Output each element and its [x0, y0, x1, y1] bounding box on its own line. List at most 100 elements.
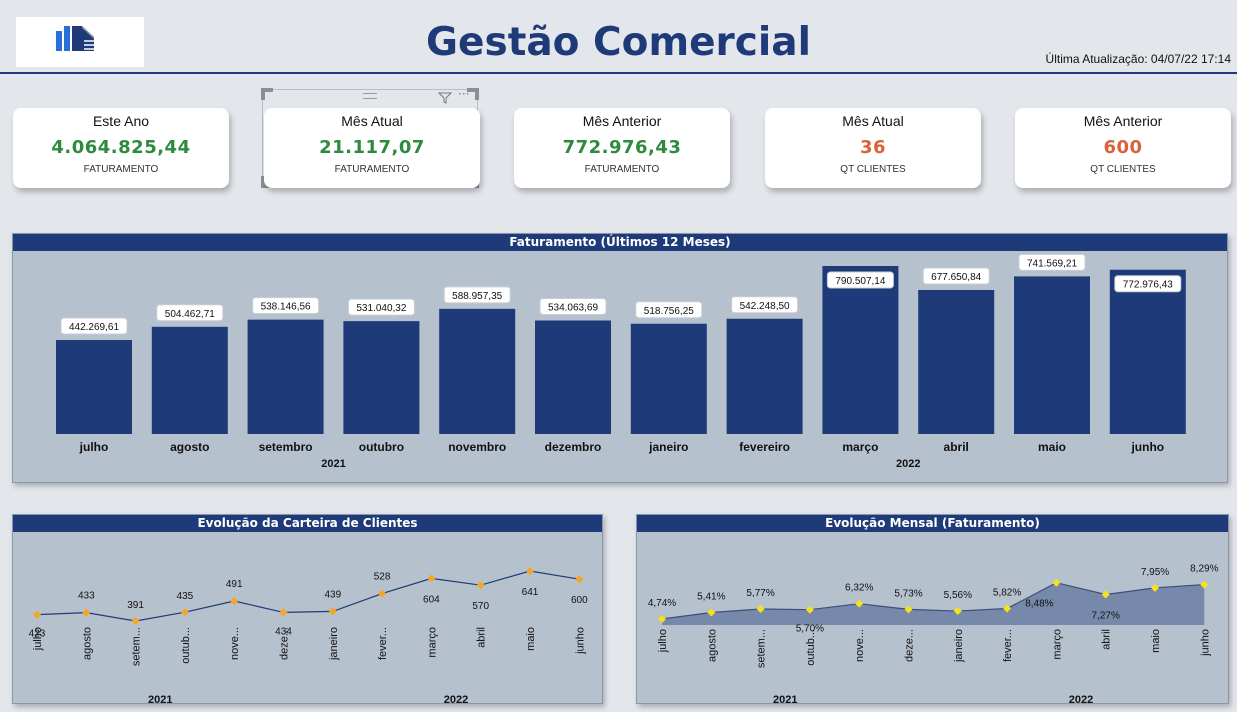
bar-agosto	[151, 326, 228, 434]
page-title: Gestão Comercial	[426, 20, 811, 65]
data-label-box	[539, 297, 607, 315]
kpi-card-revenue-year[interactable]: Este Ano 4.064.825,44 FATURAMENTO	[13, 108, 229, 188]
chart-title: Evolução Mensal (Faturamento)	[637, 515, 1228, 532]
kpi-card-revenue-previous-month[interactable]: Mês Anterior 772.976,43 FATURAMENTO	[514, 108, 730, 188]
x-tick-label: dezembro	[545, 440, 602, 454]
data-point-maio	[1151, 583, 1159, 592]
data-label: 5,77%	[746, 588, 774, 599]
area-fill	[662, 582, 1205, 625]
clients-line-chart-panel[interactable]: Evolução da Carteira de Clientes 423 julh…	[12, 514, 603, 704]
kpi-value: 600	[1103, 137, 1143, 158]
kpi-card-revenue-current-month[interactable]: Mês Atual 21.117,07 FATURAMENTO	[264, 108, 480, 188]
x-tick-label: agosto	[81, 627, 93, 660]
bar-março	[822, 266, 899, 434]
data-point-deze...	[904, 605, 913, 614]
data-label: 8,48%	[1025, 599, 1053, 610]
more-options-icon[interactable]: ···	[458, 87, 470, 101]
data-label: 5,73%	[894, 588, 922, 599]
data-label-box	[60, 317, 128, 335]
chart-title: Faturamento (Últimos 12 Meses)	[13, 234, 1227, 251]
x-tick-label: junho	[1130, 440, 1164, 454]
kpi-label: Mês Anterior	[582, 113, 662, 129]
monthly-evolution-area-chart: 4,74% julho 5,41% agosto 5,77% setem... 5,70%o…	[648, 564, 1219, 703]
kpi-sublabel: QT CLIENTES	[840, 164, 906, 175]
data-point-abril	[476, 581, 485, 590]
data-label: 741.569,21	[1027, 258, 1077, 269]
data-label: 518.756,25	[644, 306, 694, 317]
bar-outubro	[343, 321, 420, 434]
revenue-bar-chart: 442.269,61 julho 504.462,71 agosto 538.146,5…	[56, 253, 1186, 470]
data-label-box	[826, 271, 894, 289]
data-point-abril	[1101, 590, 1110, 599]
x-tick-label: outub...	[805, 629, 817, 666]
x-tick-label: agosto	[706, 629, 718, 662]
data-label: 433	[78, 591, 95, 602]
kpi-label: Este Ano	[92, 113, 150, 129]
x-tick-label: julho	[657, 629, 669, 653]
data-point-março	[1052, 578, 1061, 587]
x-tick-label: deze...	[904, 629, 916, 662]
data-label-box	[922, 267, 990, 285]
x-tick-label: novembro	[448, 440, 506, 454]
year-group-label: 2022	[896, 458, 920, 470]
x-tick-label: janeiro	[648, 440, 688, 454]
data-label: 641	[522, 587, 539, 598]
data-label: 4,74%	[648, 598, 676, 609]
x-tick-label: setem...	[756, 629, 768, 668]
data-point-julho	[33, 610, 41, 619]
x-tick-label: outub...	[180, 627, 192, 664]
year-group-label: 2021	[148, 694, 172, 703]
x-tick-label: nove...	[854, 629, 866, 662]
last-update-text: Última Atualização: 04/07/22 17:14	[1045, 52, 1231, 66]
x-tick-label: setembro	[259, 440, 313, 454]
data-label: 442.269,61	[69, 322, 119, 333]
series-line	[36, 570, 580, 622]
year-group-label: 2021	[773, 694, 797, 703]
year-group-label: 2022	[1069, 694, 1093, 703]
data-label: 538.146,56	[261, 302, 311, 313]
revenue-bar-chart-panel[interactable]: Faturamento (Últimos 12 Meses) 442.269,6…	[12, 233, 1228, 483]
data-point-março	[427, 574, 436, 583]
data-label: 7,95%	[1141, 567, 1169, 578]
kpi-card-clients-previous-month[interactable]: Mês Anterior 600 QT CLIENTES	[1015, 108, 1231, 188]
data-label: 504.462,71	[165, 309, 215, 320]
kpi-label: Mês Anterior	[1083, 113, 1163, 129]
data-point-agosto	[707, 608, 716, 617]
data-label: 542.248,50	[740, 301, 790, 312]
x-tick-label: maio	[525, 627, 537, 651]
kpi-value: 21.117,07	[319, 137, 425, 158]
x-tick-label: junho	[574, 627, 586, 655]
header-bar: Gestão Comercial Última Atualização: 04/…	[0, 0, 1237, 74]
kpi-label: Mês Atual	[341, 113, 403, 129]
year-group-label: 2021	[321, 458, 345, 470]
x-tick-label: março	[426, 627, 438, 658]
x-tick-label: maio	[1038, 440, 1066, 454]
x-tick-label: fevereiro	[739, 440, 790, 454]
data-label: 531.040,32	[356, 303, 406, 314]
data-label-box	[156, 304, 224, 322]
filter-icon[interactable]	[438, 92, 452, 104]
data-label: 5,70%	[796, 624, 824, 635]
data-label: 439	[324, 589, 341, 600]
data-label: 5,82%	[993, 588, 1021, 599]
data-label-box	[347, 298, 415, 316]
data-point-setem...	[131, 617, 140, 625]
data-label: 491	[226, 579, 243, 590]
data-label: 772.976,43	[1123, 280, 1173, 291]
kpi-card-clients-current-month[interactable]: Mês Atual 36 QT CLIENTES	[765, 108, 981, 188]
data-point-fever...	[1003, 604, 1012, 613]
data-label: 5,41%	[697, 592, 725, 603]
kpi-sublabel: FATURAMENTO	[584, 164, 660, 175]
data-point-outub...	[805, 605, 814, 614]
data-label-box	[635, 301, 703, 319]
x-tick-label: julho	[79, 440, 109, 454]
data-point-janeiro	[328, 607, 337, 616]
kpi-sublabel: FATURAMENTO	[334, 164, 410, 175]
data-label: 8,29%	[1190, 564, 1218, 575]
drag-handle-icon[interactable]	[363, 93, 377, 99]
data-point-maio	[526, 567, 534, 575]
data-label: 528	[374, 572, 391, 583]
monthly-evolution-area-chart-panel[interactable]: Evolução Mensal (Faturamento) 4,74% julho…	[636, 514, 1229, 704]
bar-dezembro	[535, 320, 611, 434]
